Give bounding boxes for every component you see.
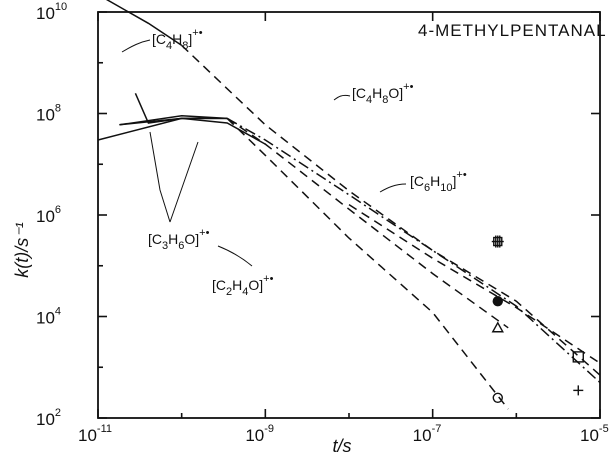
x-tick-label--7: 10-7 (413, 423, 442, 445)
series-label-layer: [C4H8]+• [C4H8O]+• [C6H10]+• [C3H6O]+•[C2H4… (121, 27, 467, 298)
series-leader-2 (379, 183, 407, 193)
marker-layer (491, 235, 584, 404)
series-label-0: [C4H8]+• (152, 27, 203, 52)
marker-square-4 (572, 351, 584, 363)
series-4-dashed-line (226, 117, 509, 410)
marker-circle-3 (492, 392, 503, 404)
series-2-solid-line (119, 115, 228, 126)
y-tick-label-2: 102 (36, 407, 61, 429)
x-tick-label--5: 10-5 (580, 423, 609, 445)
y-tick-label-6: 106 (36, 204, 61, 226)
marker-square-cross-0 (491, 235, 504, 248)
series-4-solid-line (119, 117, 228, 126)
series-layer (97, 0, 601, 410)
x-axis-label: t/s (332, 436, 351, 456)
series-leader-3 (149, 131, 199, 223)
x-tick-label--11: 10-11 (78, 423, 112, 445)
series-leader-4 (217, 245, 253, 267)
marker-triangle-2 (491, 321, 504, 333)
y-axis-label: k(t)/s⁻¹ (12, 222, 32, 278)
series-leader-1 (333, 94, 351, 101)
chart-title: 4-METHYLPENTANAL (418, 21, 607, 40)
series-0-solid-line (105, 0, 183, 47)
series-leader-0 (121, 39, 151, 53)
series-label-3: [C3H6O]+• (148, 227, 210, 252)
series-label-4: [C2H4O]+• (212, 273, 274, 298)
y-tick-label-10: 1010 (36, 1, 67, 23)
plot-frame (97, 11, 601, 419)
tick-layer: 102 104 106 108 1010 10-11 10-9 10-7 10-5 (36, 1, 609, 445)
y-tick-label-8: 108 (36, 103, 61, 125)
series-label-2: [C6H10]+• (410, 169, 467, 194)
marker-plus-5 (573, 385, 584, 396)
series-2-dashed-line (226, 117, 601, 384)
series-3-dashed-line (226, 117, 509, 329)
y-tick-label-4: 104 (36, 306, 61, 328)
series-0-dashed-line (181, 44, 601, 376)
series-1-dashed-line (348, 203, 601, 364)
series-label-1: [C4H8O]+• (352, 81, 414, 106)
x-tick-label--9: 10-9 (245, 423, 274, 445)
marker-filled-circle-1 (492, 296, 503, 307)
